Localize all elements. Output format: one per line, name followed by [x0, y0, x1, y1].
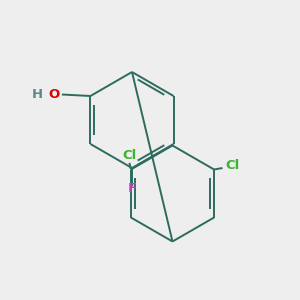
Text: O: O [48, 88, 59, 101]
Text: Cl: Cl [122, 148, 136, 162]
Text: F: F [128, 182, 136, 196]
Text: H: H [32, 88, 43, 101]
Text: Cl: Cl [226, 159, 240, 172]
